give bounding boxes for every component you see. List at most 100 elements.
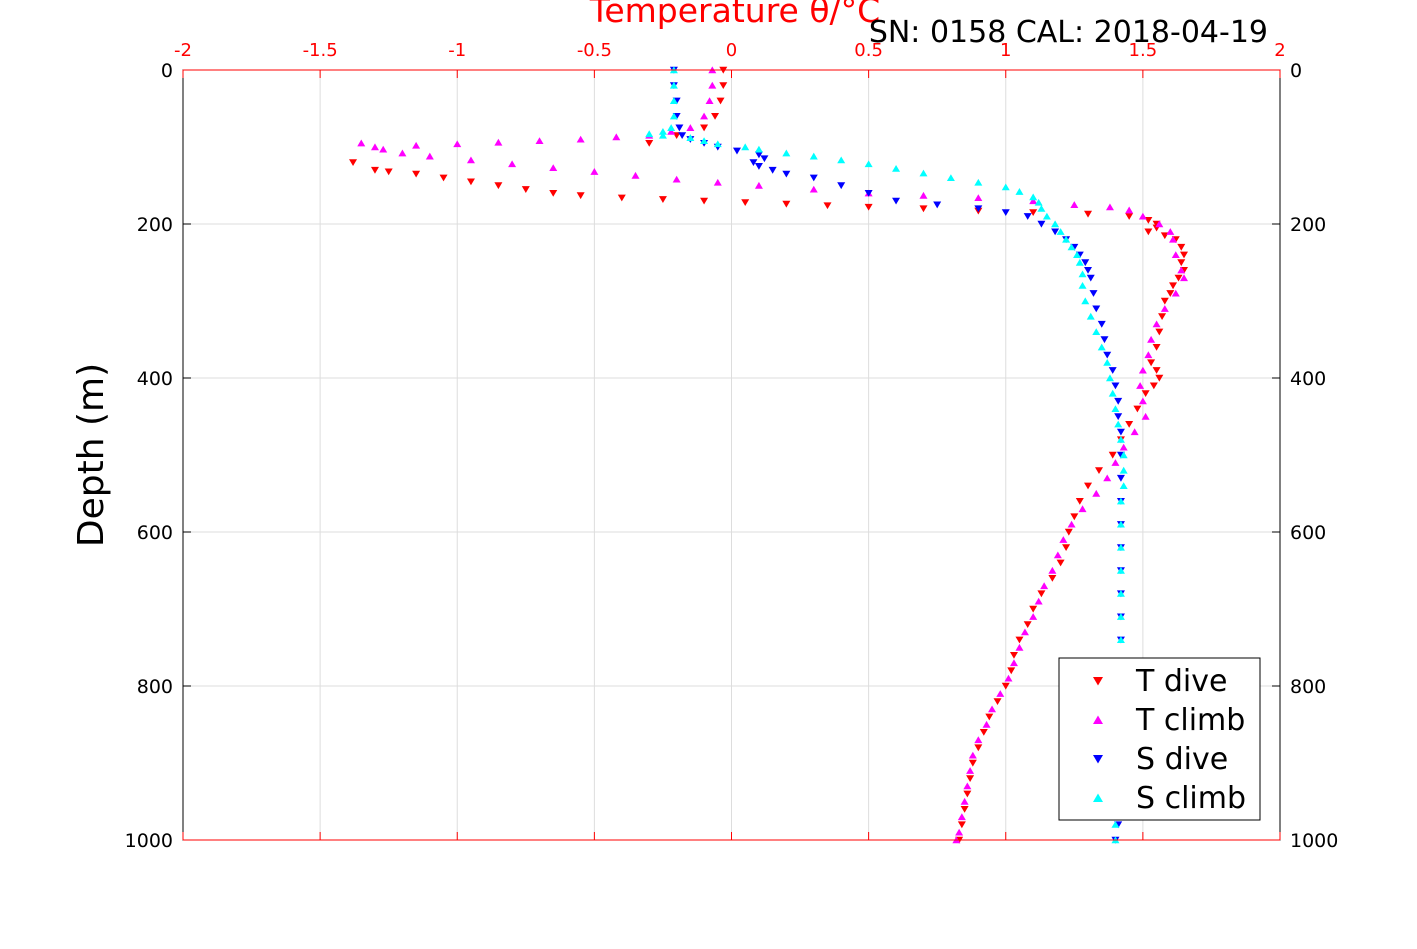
data-point — [1075, 258, 1084, 266]
data-point — [1166, 290, 1175, 297]
data-point — [590, 168, 599, 175]
data-point — [1177, 243, 1186, 251]
data-point — [1001, 183, 1010, 191]
data-point — [957, 821, 966, 829]
data-point — [1169, 282, 1178, 290]
data-point — [1009, 659, 1018, 667]
x-tick-label: -2 — [174, 40, 192, 61]
data-point — [1075, 498, 1084, 505]
data-point — [1111, 821, 1120, 828]
data-point — [933, 201, 942, 209]
data-point — [1133, 405, 1142, 413]
data-point — [658, 128, 667, 135]
data-point — [494, 138, 503, 146]
legend-marker — [1093, 677, 1103, 686]
x-tick-label: -0.5 — [577, 40, 612, 61]
data-point — [741, 143, 750, 151]
data-point — [1116, 613, 1125, 620]
data-point — [1103, 359, 1112, 366]
data-point — [957, 813, 966, 821]
y-tick-label-left: 600 — [137, 522, 173, 544]
data-point — [1108, 451, 1117, 459]
data-point — [658, 196, 667, 203]
x-axis-title: Temperature θ/°C — [589, 0, 880, 30]
data-point — [1086, 312, 1095, 320]
data-point — [1149, 382, 1158, 390]
data-point — [1073, 251, 1082, 258]
data-point — [974, 736, 983, 744]
data-point — [719, 82, 728, 89]
data-point — [521, 186, 530, 193]
data-point — [760, 155, 769, 163]
data-point — [974, 205, 983, 213]
data-point — [667, 124, 676, 131]
data-point — [968, 751, 977, 759]
y-tick-label-right: 200 — [1290, 214, 1326, 236]
data-point — [1037, 205, 1046, 212]
data-point — [741, 199, 750, 207]
data-point — [398, 149, 407, 157]
data-point — [1180, 274, 1189, 282]
data-point — [966, 775, 975, 782]
legend-marker — [1093, 715, 1103, 724]
data-point — [645, 130, 654, 138]
legend-marker — [1093, 793, 1103, 802]
y-tick-label-right: 1000 — [1290, 830, 1338, 852]
data-point — [1105, 374, 1114, 382]
data-point — [963, 790, 972, 798]
x-tick-label: -1.5 — [303, 40, 338, 61]
data-point — [1169, 235, 1178, 243]
data-point — [1136, 382, 1145, 389]
data-point — [700, 197, 709, 205]
data-point — [1051, 220, 1060, 228]
data-point — [1152, 344, 1161, 351]
data-point — [713, 178, 722, 186]
data-point — [1029, 197, 1038, 205]
data-point — [453, 140, 462, 148]
data-point — [1160, 305, 1169, 312]
data-point — [1015, 643, 1024, 651]
data-point — [576, 135, 585, 143]
data-point — [1029, 613, 1038, 620]
data-point — [1089, 290, 1098, 297]
data-point — [1078, 282, 1087, 289]
data-point — [974, 194, 983, 202]
y-tick-label-right: 400 — [1290, 368, 1326, 390]
data-point — [1086, 274, 1095, 282]
data-point — [1116, 474, 1125, 482]
data-point — [1180, 251, 1189, 259]
data-point — [549, 164, 558, 171]
data-point — [1097, 343, 1106, 351]
data-point — [1108, 389, 1117, 397]
data-point — [1007, 667, 1016, 675]
legend: T dive T climb S dive S climb — [1058, 657, 1261, 821]
data-point — [700, 112, 709, 120]
data-point — [1100, 336, 1109, 344]
data-point — [1001, 682, 1010, 690]
data-point — [549, 190, 558, 197]
data-point — [1171, 251, 1180, 258]
data-point — [1105, 203, 1114, 211]
data-point — [960, 797, 969, 805]
data-point — [1062, 235, 1071, 243]
x-tick-label: 0 — [726, 40, 737, 61]
data-point — [782, 200, 791, 208]
data-point — [700, 124, 709, 132]
data-point — [1166, 228, 1175, 235]
data-point — [576, 192, 585, 200]
data-point — [1155, 328, 1164, 336]
data-point — [1092, 489, 1101, 497]
data-point — [1141, 412, 1150, 420]
data-point — [979, 729, 988, 736]
data-point — [1116, 497, 1125, 505]
series-t-climb — [357, 66, 1189, 844]
data-point — [919, 191, 928, 199]
data-point — [1152, 367, 1161, 374]
data-point — [1048, 575, 1057, 582]
data-point — [1111, 382, 1120, 390]
data-point — [1084, 482, 1093, 490]
data-point — [1034, 198, 1043, 206]
data-point — [809, 152, 818, 160]
data-point — [1056, 228, 1065, 235]
